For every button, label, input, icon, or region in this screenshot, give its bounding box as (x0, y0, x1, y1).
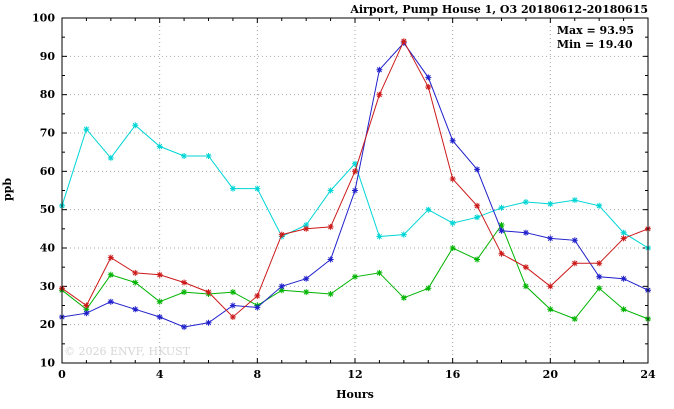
plot-border (61, 17, 649, 364)
x-tick-label: 16 (445, 368, 461, 381)
y-tick-label: 20 (40, 318, 56, 331)
watermark: © 2026 ENVF, HKUST (64, 345, 191, 358)
x-tick-label: 8 (254, 368, 262, 381)
x-axis-label: Hours (336, 388, 374, 401)
y-tick-label: 70 (40, 127, 56, 140)
series-blue-line (61, 42, 649, 328)
x-tick-label: 24 (640, 368, 656, 381)
y-tick-label: 10 (40, 357, 56, 370)
x-tick-label: 20 (543, 368, 559, 381)
chart-title: Airport, Pump House 1, O3 20180612-20180… (350, 3, 648, 16)
min-value-label: Min = 19.40 (556, 38, 633, 51)
y-axis-label: ppb (1, 177, 15, 202)
y-tick-label: 50 (40, 203, 56, 216)
y-tick-label: 30 (40, 280, 56, 293)
y-tick-label: 60 (40, 165, 56, 178)
x-tick-label: 12 (347, 368, 362, 381)
max-min-annotation: Max = 93.95 Min = 19.40 (557, 24, 634, 52)
max-value-label: Max = 93.95 (556, 24, 634, 37)
y-tick-label: 100 (32, 12, 55, 25)
x-tick-label: 4 (156, 368, 164, 381)
x-tick-label: 0 (58, 368, 66, 381)
y-tick-label: 40 (40, 242, 56, 255)
y-tick-label: 80 (40, 88, 56, 101)
y-tick-label: 90 (40, 50, 56, 63)
